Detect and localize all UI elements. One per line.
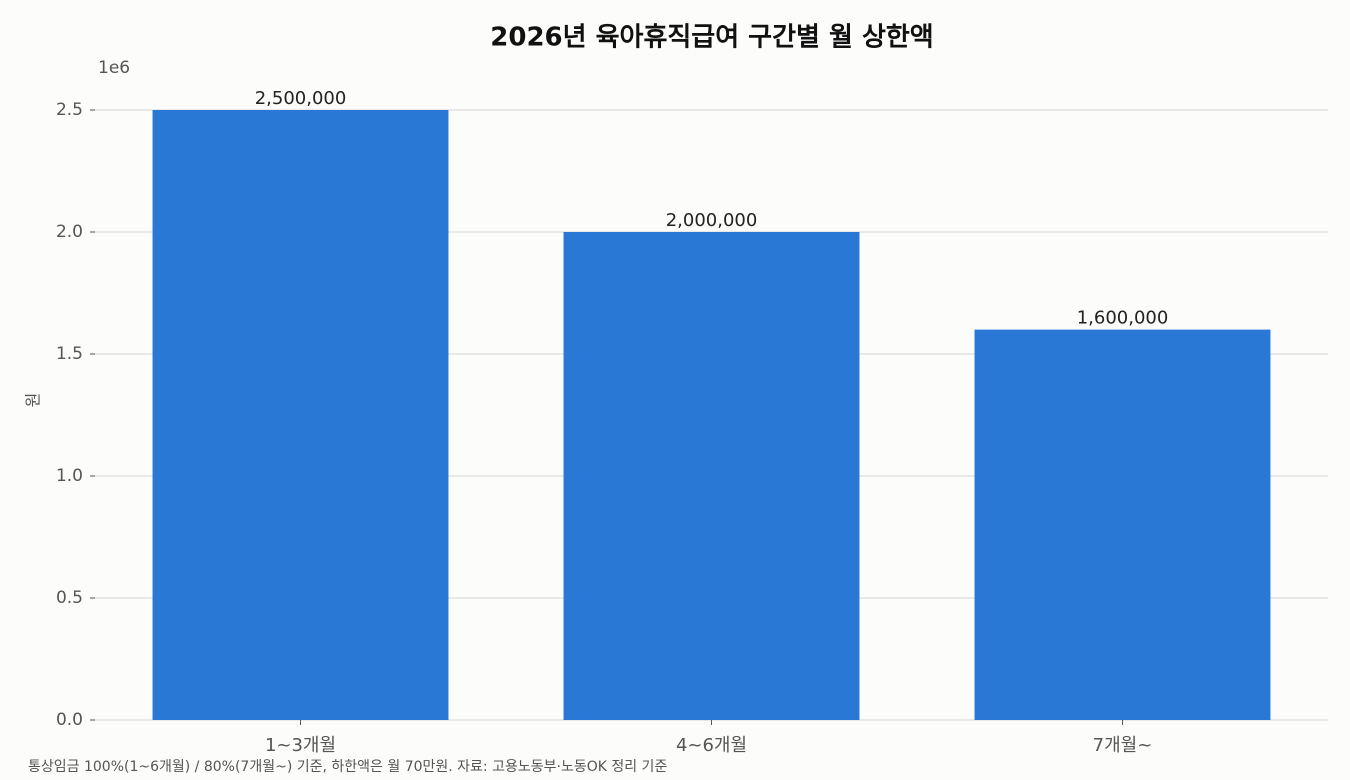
value-label: 2,500,000 [255,88,347,109]
y-axis-label: 원 [24,393,43,408]
y-tick-label: 1.0 [56,466,83,486]
y-tick-label: 2.5 [56,100,83,120]
x-tick-label: 1~3개월 [265,735,336,756]
y-tick-label: 0.5 [56,588,83,608]
chart-title: 2026년 육아휴직급여 구간별 월 상한액 [490,23,933,53]
axis-offset: 1e6 [98,58,130,78]
x-tick-label: 4~6개월 [676,735,747,756]
bar [563,232,860,720]
footnote: 통상임금 100%(1~6개월) / 80%(7개월~) 기준, 하한액은 월 … [28,759,667,775]
bar [974,329,1271,720]
value-label: 2,000,000 [666,210,758,231]
value-label: 1,600,000 [1077,308,1169,329]
bar [152,110,449,720]
x-tick-label: 7개월~ [1093,735,1153,756]
y-tick-label: 1.5 [56,344,83,364]
y-tick-label: 0.0 [56,710,83,730]
y-tick-label: 2.0 [56,222,83,242]
